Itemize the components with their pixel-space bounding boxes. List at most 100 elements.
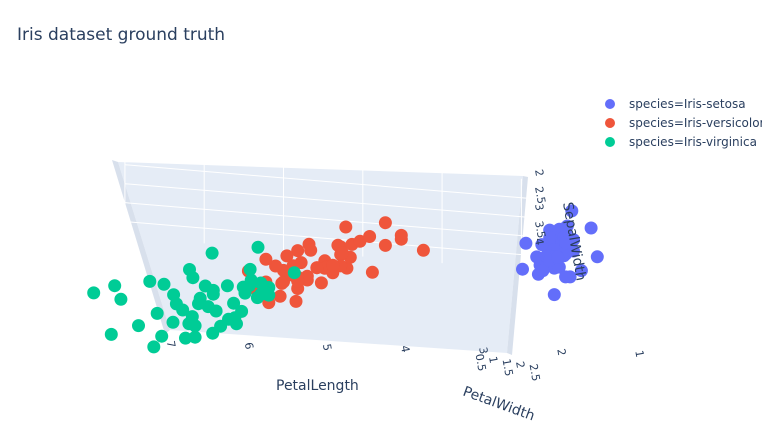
data-point[interactable] [220,279,234,293]
data-point[interactable] [273,289,287,303]
data-point[interactable] [157,277,171,291]
data-point[interactable] [205,246,219,260]
data-point[interactable] [335,246,349,260]
data-point[interactable] [167,288,181,302]
data-point[interactable] [104,327,118,341]
x-tick-label: 7 [164,340,178,349]
legend-item[interactable]: species=Iris-setosa [605,97,746,111]
data-point[interactable] [394,228,408,242]
data-point[interactable] [192,297,205,311]
data-point[interactable] [574,264,588,278]
data-point[interactable] [516,262,529,276]
data-point[interactable] [280,249,294,263]
data-point[interactable] [176,303,190,317]
z-tick-label: 3 [532,203,546,212]
y-tick-label: 2.5 [527,363,543,382]
z-tick-label: 2.5 [532,185,548,204]
x-tick-label: 6 [242,341,256,350]
data-point[interactable] [289,294,303,308]
data-point[interactable] [530,250,544,264]
data-point[interactable] [209,304,223,318]
data-point[interactable] [206,287,220,301]
gridline-z [124,164,601,205]
data-point[interactable] [206,326,220,340]
data-point[interactable] [365,265,379,279]
gridline-z [124,202,601,243]
x-tick-label: 1 [632,349,646,358]
data-point[interactable] [378,238,392,252]
data-point[interactable] [143,274,157,288]
data-point[interactable] [543,231,557,245]
data-point[interactable] [186,271,200,285]
legend[interactable]: species=Iris-setosa species=Iris-versicol… [605,97,762,149]
data-point[interactable] [584,221,598,235]
scene-side-plane [112,160,170,334]
data-point[interactable] [363,230,377,243]
data-point[interactable] [243,262,257,276]
legend-item[interactable]: species=Iris-versicolor [605,116,762,130]
data-point[interactable] [536,264,550,278]
data-point[interactable] [590,250,604,264]
legend-label: species=Iris-versicolor [629,116,762,130]
data-point[interactable] [339,220,353,234]
data-point[interactable] [188,319,202,333]
data-point[interactable] [238,286,252,300]
data-point[interactable] [547,288,561,302]
legend-label: species=Iris-setosa [629,97,746,111]
data-point[interactable] [275,276,289,290]
scatter-points[interactable] [87,204,604,354]
data-point[interactable] [567,244,580,258]
data-point[interactable] [314,276,328,290]
data-point[interactable] [559,270,573,284]
data-point[interactable] [108,279,122,293]
data-point[interactable] [560,219,574,233]
data-point[interactable] [519,236,533,250]
y-axis-title: PetalWidth [461,384,537,425]
data-point[interactable] [150,306,164,320]
data-point[interactable] [188,330,202,344]
data-point[interactable] [132,319,145,333]
data-point[interactable] [244,273,258,287]
data-point[interactable] [166,315,180,329]
z-tick-label: 2 [532,168,546,177]
y-tick-label: 0.5 [473,353,489,372]
data-point[interactable] [147,340,161,354]
y-tick-label: 1.5 [500,358,516,377]
data-point[interactable] [291,244,305,258]
data-point[interactable] [251,240,265,254]
z-tick-label: 3.5 [532,220,548,239]
data-point[interactable] [310,261,324,275]
data-point[interactable] [304,243,318,257]
x-tick-label: 4 [398,344,412,353]
data-point[interactable] [227,296,241,310]
chart-title: Iris dataset ground truth [17,25,225,45]
data-point[interactable] [269,259,283,273]
data-point[interactable] [262,288,276,302]
data-point[interactable] [259,252,273,266]
data-point[interactable] [551,250,565,264]
legend-label: species=Iris-virginica [629,135,757,149]
data-point[interactable] [179,331,192,345]
legend-item[interactable]: species=Iris-virginica [605,135,757,149]
data-point[interactable] [559,236,573,250]
data-point[interactable] [565,204,579,218]
data-point[interactable] [378,216,392,230]
data-point[interactable] [300,269,314,283]
data-point[interactable] [326,258,340,272]
data-point[interactable] [114,292,128,306]
data-point[interactable] [416,243,430,257]
data-point[interactable] [87,286,101,300]
y-tick-label: 1 [486,355,500,364]
data-point[interactable] [287,266,301,280]
x-axis-title: PetalLength [276,378,359,394]
z-tick-label: 4 [532,237,546,246]
data-point[interactable] [552,260,566,274]
data-point[interactable] [353,234,367,248]
y-tick-label: 2 [513,360,527,369]
data-point[interactable] [155,329,169,343]
data-point[interactable] [222,312,235,326]
x-tick-label: 5 [320,343,334,352]
